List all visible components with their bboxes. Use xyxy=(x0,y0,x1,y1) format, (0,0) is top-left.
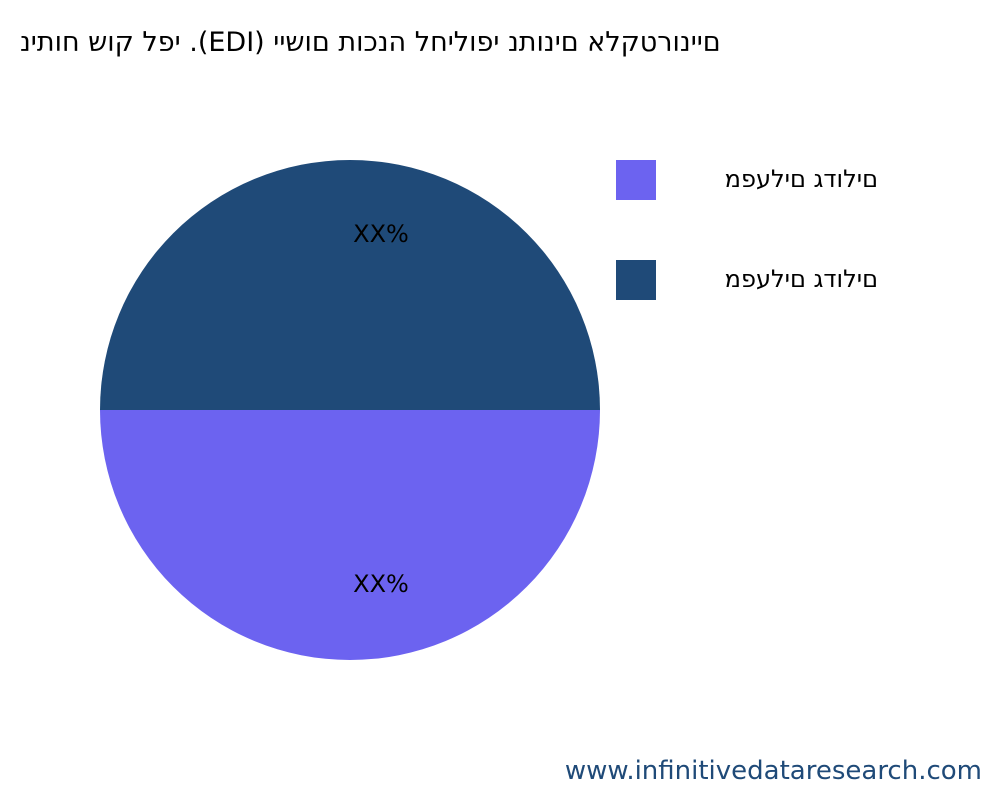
value-label: XX% xyxy=(353,570,409,598)
legend-label: םילודג םילעפמ xyxy=(725,165,878,193)
legend-swatch xyxy=(616,160,656,200)
pie-slice xyxy=(100,410,600,660)
value-label: XX% xyxy=(353,220,409,248)
source: www.infinitivedataresearch.com xyxy=(564,756,982,786)
legend-swatch xyxy=(616,260,656,300)
chart-title: יפל קוש חותינ .(EDI) םיינורטקלא םינותנ י… xyxy=(20,27,721,58)
legend-label: םילודג םילעפמ xyxy=(725,265,878,293)
pie-slice xyxy=(100,160,600,410)
